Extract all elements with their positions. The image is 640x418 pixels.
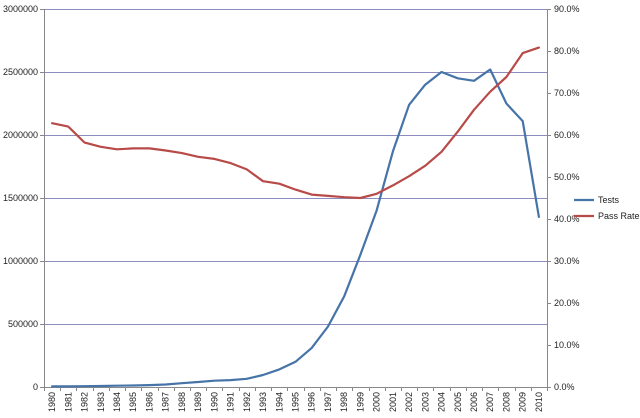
left-axis-tick-label: 3000000 (3, 4, 38, 14)
pass-rate-line (50, 46, 541, 200)
x-axis-tick-label: 1994 (274, 392, 284, 412)
left-axis-tick-label: 1500000 (3, 193, 38, 203)
x-axis-tick-label: 2009 (518, 392, 528, 412)
x-axis-tick-label: 2006 (469, 392, 479, 412)
x-axis-tick-label: 2010 (534, 392, 544, 412)
x-axis-tick-label: 1981 (63, 392, 73, 412)
right-axis-tick-label: 40.0% (554, 214, 580, 224)
x-axis-tick-label: 2003 (420, 392, 430, 412)
x-axis-tick-label: 1998 (339, 392, 349, 412)
right-axis-tick-label: 10.0% (554, 340, 580, 350)
x-axis-tick-label: 2007 (485, 392, 495, 412)
x-axis-tick-label: 2000 (372, 392, 382, 412)
x-axis-tick-label: 1986 (144, 392, 154, 412)
right-axis-tick-label: 60.0% (554, 130, 580, 140)
left-axis-tick-labels: 0 500000 1000000 1500000 2000000 2500000 30000… (3, 4, 38, 392)
x-axis-tick-label: 1999 (355, 392, 365, 412)
x-axis-tick-label: 1995 (291, 392, 301, 412)
x-axis-tick-label: 1983 (96, 392, 106, 412)
x-axis-tick-label: 2008 (501, 392, 511, 412)
axes (40, 9, 551, 391)
left-axis-tick-label: 500000 (8, 319, 38, 329)
left-axis-tick-label: 1000000 (3, 256, 38, 266)
right-axis-tick-label: 80.0% (554, 46, 580, 56)
right-axis-tick-label: 30.0% (554, 256, 580, 266)
x-axis-tick-label: 1982 (80, 392, 90, 412)
pass-rate-legend-label: Pass Rate (598, 211, 640, 221)
x-axis-tick-label: 1984 (112, 392, 122, 412)
left-axis-tick-label: 2000000 (3, 130, 38, 140)
x-axis-tick-label: 1988 (177, 392, 187, 412)
x-axis-tick-label: 1985 (128, 392, 138, 412)
left-axis-tick-label: 0 (33, 382, 38, 392)
x-axis-tick-label: 1989 (193, 392, 203, 412)
x-axis-tick-label: 1993 (258, 392, 268, 412)
x-axis-tick-label: 1991 (226, 392, 236, 412)
right-axis-tick-label: 20.0% (554, 298, 580, 308)
series-lines (50, 46, 541, 388)
x-axis-tick-label: 2004 (437, 392, 447, 412)
gridlines (44, 9, 547, 325)
x-axis-tick-label: 2002 (404, 392, 414, 412)
x-axis-tick-label: 2001 (388, 392, 398, 412)
x-axis-tick-label: 2005 (453, 392, 463, 412)
right-axis-tick-label: 0.0% (554, 382, 575, 392)
legend: Tests Pass Rate (574, 195, 640, 221)
left-axis-tick-label: 2500000 (3, 67, 38, 77)
x-axis-tick-label: 1996 (307, 392, 317, 412)
x-axis-tick-labels: 1980 1981 1982 1983 1984 1985 1986 1987 1988 1989… (47, 392, 544, 412)
x-axis-tick-label: 1987 (161, 392, 171, 412)
tests-line (50, 68, 541, 388)
x-axis-tick-label: 1980 (47, 392, 57, 412)
right-axis-tick-labels: 0.0% 10.0% 20.0% 30.0% 40.0% 50.0% 60.0% 70.0% 8… (554, 4, 580, 392)
x-axis-tick-label: 1990 (209, 392, 219, 412)
tests-legend-label: Tests (598, 195, 620, 205)
right-axis-tick-label: 50.0% (554, 172, 580, 182)
x-axis-tick-label: 1997 (323, 392, 333, 412)
x-axis-tick-label: 1992 (242, 392, 252, 412)
right-axis-tick-label: 90.0% (554, 4, 580, 14)
right-axis-tick-label: 70.0% (554, 88, 580, 98)
